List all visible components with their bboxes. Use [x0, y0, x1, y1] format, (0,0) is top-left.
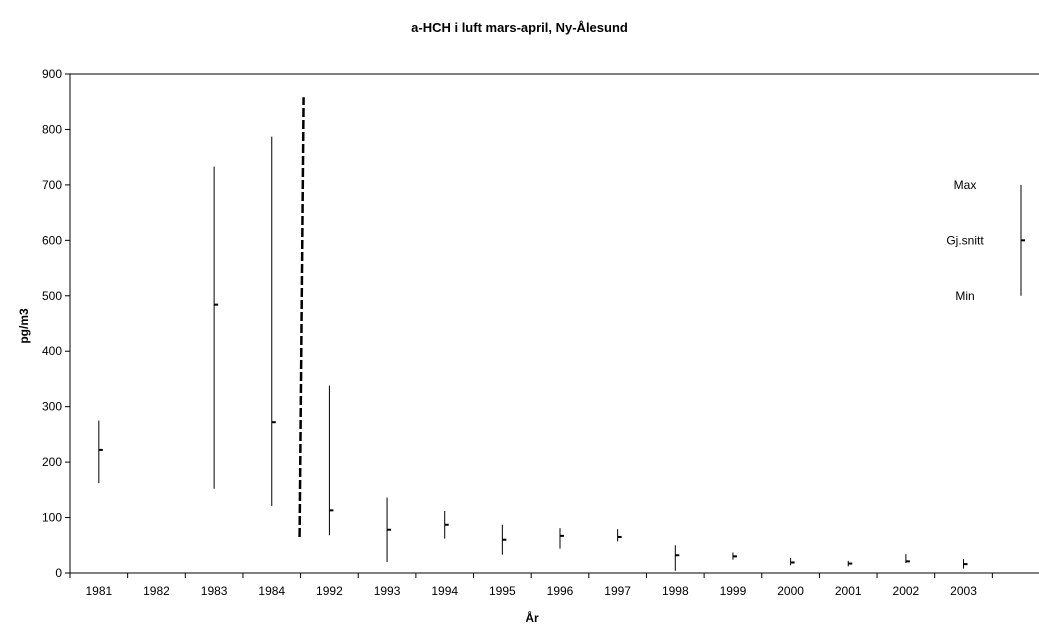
x-tick-label: 1983 — [201, 584, 228, 598]
y-axis-title: pg/m3 — [17, 308, 31, 344]
x-tick-label: 1996 — [547, 584, 574, 598]
y-tick-label: 600 — [42, 233, 62, 247]
x-tick-label: 1984 — [258, 584, 285, 598]
x-tick-label: 1995 — [489, 584, 516, 598]
x-tick-label: 1999 — [720, 584, 747, 598]
y-tick-label: 200 — [42, 455, 62, 469]
period-break-dashed-line — [298, 97, 305, 537]
x-tick-label: 1998 — [662, 584, 689, 598]
y-tick-label: 0 — [55, 566, 62, 580]
x-tick-label: 2002 — [893, 584, 920, 598]
x-tick-label: 2001 — [835, 584, 862, 598]
y-tick-label: 500 — [42, 289, 62, 303]
legend-label-mean: Gj.snitt — [946, 233, 984, 247]
x-tick-label: 1994 — [431, 584, 458, 598]
legend-label-max: Max — [954, 178, 977, 192]
x-tick-label: 2003 — [950, 584, 977, 598]
y-tick-label: 700 — [42, 178, 62, 192]
x-tick-label: 1992 — [316, 584, 343, 598]
y-tick-label: 800 — [42, 122, 62, 136]
x-tick-label: 1997 — [604, 584, 631, 598]
y-tick-label: 100 — [42, 511, 62, 525]
x-tick-label: 1982 — [143, 584, 170, 598]
x-axis-ticks: 1981 1982 1983 1984 1992 1993 1994 1995 1996 1997… — [69, 573, 993, 598]
y-axis-ticks: 0 100 200 300 400 500 600 700 800 900 — [42, 67, 70, 580]
y-tick-label: 900 — [42, 67, 62, 81]
chart-marks — [98, 97, 968, 571]
x-tick-label: 1993 — [374, 584, 401, 598]
chart-title: a-HCH i luft mars-april, Ny-Ålesund — [411, 20, 628, 35]
x-tick-label: 1981 — [85, 584, 112, 598]
x-axis-title: År — [525, 610, 539, 624]
x-tick-label: 2000 — [777, 584, 804, 598]
y-tick-label: 400 — [42, 344, 62, 358]
legend-label-min: Min — [955, 289, 974, 303]
legend: Max Gj.snitt Min — [946, 178, 1025, 303]
y-tick-label: 300 — [42, 400, 62, 414]
chart-axes — [69, 73, 1039, 574]
